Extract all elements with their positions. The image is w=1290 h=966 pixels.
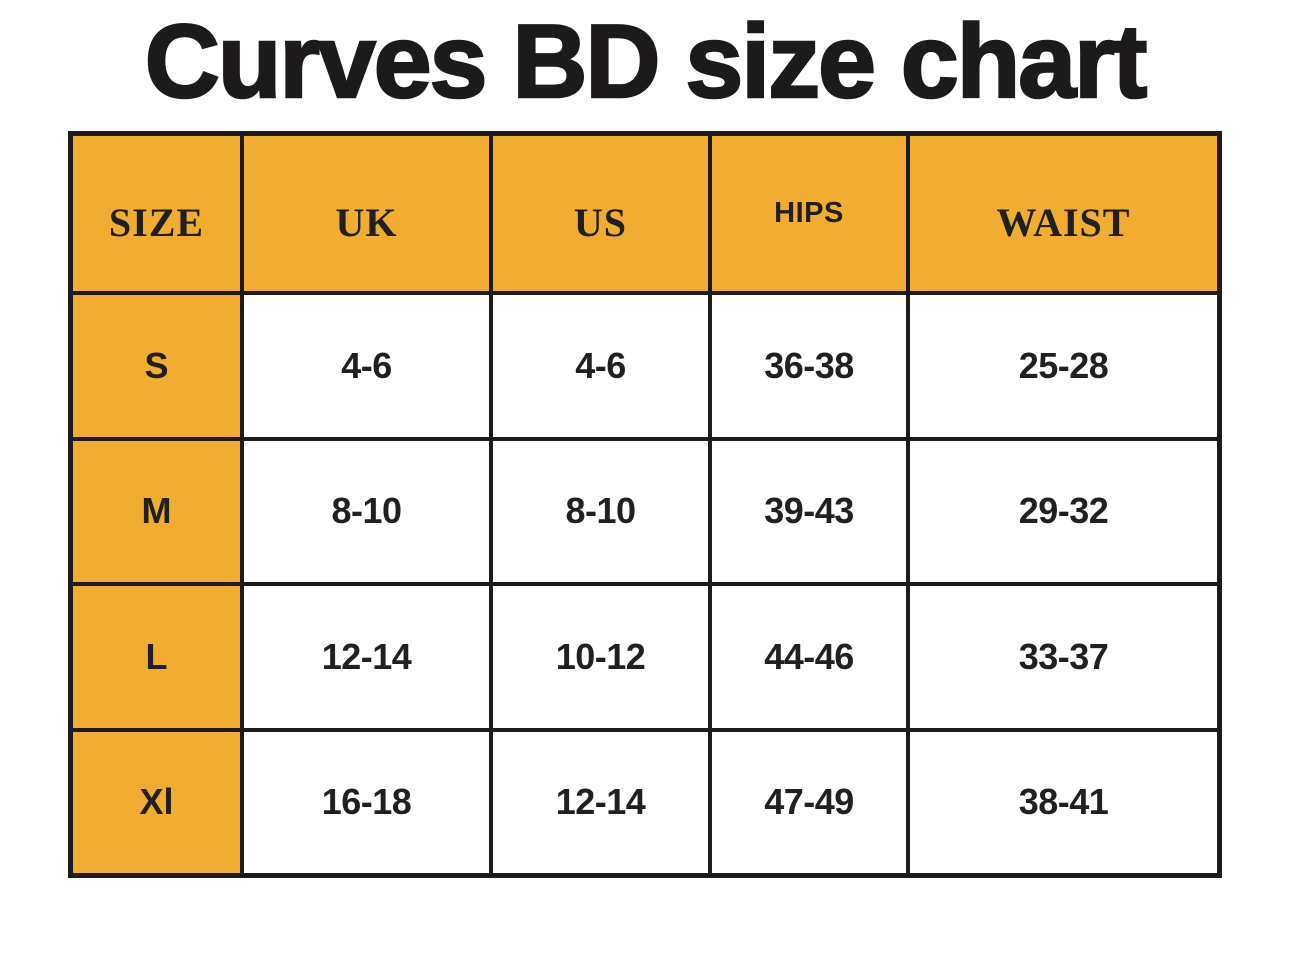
cell-xl-uk: 16-18: [244, 731, 489, 873]
column-header-us: US: [493, 136, 708, 291]
row-label-l: L: [73, 586, 240, 728]
cell-s-hips: 36-38: [712, 295, 906, 437]
cell-xl-us: 12-14: [493, 731, 708, 873]
column-header-uk: UK: [244, 136, 489, 291]
cell-l-hips: 44-46: [712, 586, 906, 728]
cell-s-us: 4-6: [493, 295, 708, 437]
cell-l-waist: 33-37: [910, 586, 1217, 728]
column-header-size: SIZE: [73, 136, 240, 291]
cell-xl-hips: 47-49: [712, 731, 906, 873]
cell-m-uk: 8-10: [244, 440, 489, 582]
column-header-hips: HIPS: [712, 136, 906, 291]
cell-s-waist: 25-28: [910, 295, 1217, 437]
row-label-xl: Xl: [73, 731, 240, 873]
row-label-s: S: [73, 295, 240, 437]
cell-m-hips: 39-43: [712, 440, 906, 582]
page-title: Curves BD size chart: [144, 4, 1149, 120]
cell-l-uk: 12-14: [244, 586, 489, 728]
cell-l-us: 10-12: [493, 586, 708, 728]
cell-m-us: 8-10: [493, 440, 708, 582]
cell-xl-waist: 38-41: [910, 731, 1217, 873]
row-label-m: M: [73, 440, 240, 582]
cell-m-waist: 29-32: [910, 440, 1217, 582]
size-chart-table: SIZE UK US HIPS WAIST S 4-6 4-6 36-38 25…: [68, 131, 1222, 878]
column-header-waist: WAIST: [910, 136, 1217, 291]
cell-s-uk: 4-6: [244, 295, 489, 437]
